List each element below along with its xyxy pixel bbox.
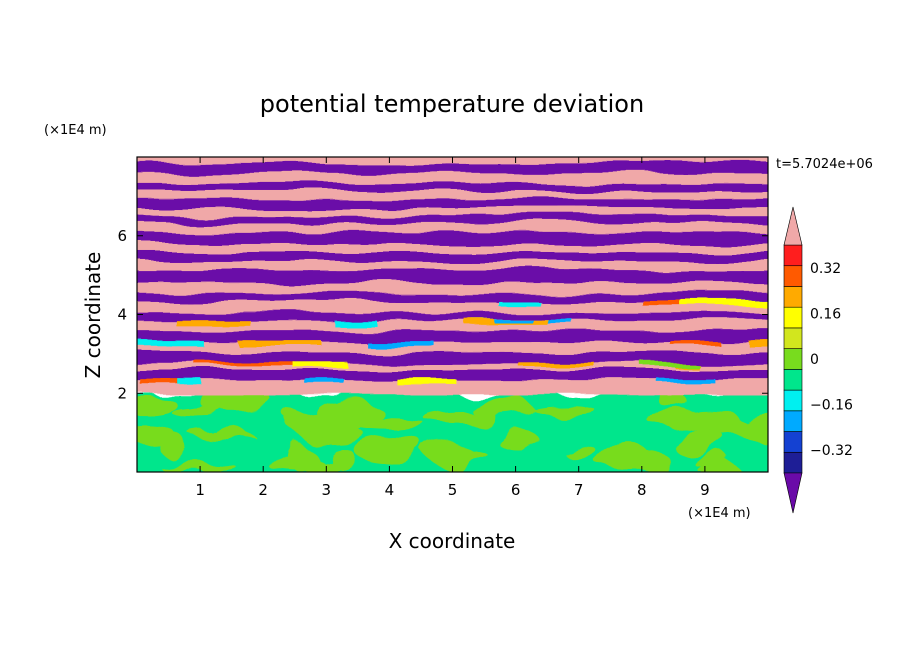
x-tick-label: 9 [700,481,710,499]
colorbar-swatch [783,306,803,329]
lower-layer-patch [200,392,275,414]
band-negative [137,231,768,243]
band-accent [195,361,295,366]
time-label: t=5.7024e+06 [776,157,873,172]
band-accent [333,319,377,326]
x-tick-label: 4 [385,481,395,499]
band-negative [137,199,768,209]
band-accent [178,379,203,385]
colorbar-swatch [783,286,803,308]
colorbar-swatch [783,431,803,453]
colorbar: 0.32 0.16 0 −0.16 −0.32 [783,206,853,514]
lower-layer-patch [672,408,739,430]
colorbar-tick-label: 0.32 [810,261,841,277]
y-tick-label: 2 [117,384,127,402]
colorbar-tick-label: −0.32 [810,443,853,459]
lower-layer-patch [293,414,363,435]
lower-layer-patch [467,397,532,418]
band-negative [137,312,768,321]
band-accent [641,361,697,367]
colorbar-swatch [783,327,803,349]
y-axis-label: Z coordinate [81,252,105,379]
plot-area [137,157,768,472]
colorbar-extend-min [783,472,803,514]
band-negative [137,215,768,224]
lower-layer-patch [659,394,688,409]
band-negative [137,162,768,174]
banded-layers [137,157,768,396]
colorbar-swatch [783,410,803,432]
band-accent [497,299,539,305]
band-accent [642,299,691,306]
band-accent [494,319,534,324]
band-accent [763,299,768,304]
band-accent [748,341,768,347]
lower-layer-patch [530,402,593,412]
x-axis: 1 2 3 4 5 6 7 8 9 [195,157,710,499]
band-accent [365,341,435,347]
band-negative [137,369,768,381]
lower-layer-patch [355,437,429,466]
colorbar-tick-label: 0 [810,352,819,368]
band-accent [680,299,768,306]
band-accent [517,361,595,366]
band-negative [137,184,768,192]
band-negative [137,331,768,343]
lower-layer-patch [670,429,728,456]
colorbar-swatch [783,265,803,287]
colorbar-swatch [783,369,803,391]
band-accent [658,379,716,384]
lower-layer-patch [429,446,477,469]
chart-title: potential temperature deviation [260,90,644,118]
x-tick-label: 3 [322,481,332,499]
band-accent [175,319,250,326]
band-negative [137,351,768,363]
x-tick-label: 6 [511,481,521,499]
x-tick-label: 8 [637,481,647,499]
x-unit-label: (×1E4 m) [688,506,751,521]
band-negative [137,251,768,262]
band-accent [140,379,182,385]
colorbar-tick-label: 0.16 [810,306,841,322]
colorbar-swatch [783,244,803,267]
lower-layer-patch [328,449,357,468]
colorbar-swatch [783,389,803,412]
lower-layer-patch [159,462,237,472]
band-accent [396,379,457,385]
band-accent [305,379,345,384]
lower-layer-patch [739,471,768,472]
lower-layer-patch [558,441,593,453]
band-negative [137,271,768,284]
colorbar-swatch [783,451,803,474]
band-accent [670,341,720,345]
colorbar-swatch [783,348,803,370]
lower-layer-patch [497,430,540,451]
colorbar-extend-max [783,206,803,246]
band-negative [137,292,768,301]
x-tick-label: 2 [258,481,268,499]
x-tick-label: 5 [448,481,458,499]
x-tick-label: 7 [574,481,584,499]
band-accent [237,341,322,346]
colorbar-tick-label: −0.16 [810,398,853,414]
y-tick-label: 4 [117,306,127,324]
lower-layer-patch [698,466,741,472]
band-accent [139,341,204,347]
y-tick-label: 6 [117,227,127,245]
lower-layer-patch [191,432,256,442]
x-tick-label: 1 [195,481,205,499]
y-axis: 2 4 6 [117,227,768,402]
band-accent [293,361,348,368]
lower-layer-patch [289,445,315,472]
y-unit-label: (×1E4 m) [44,123,107,138]
x-axis-label: X coordinate [389,529,516,553]
lower-layer-patch [137,427,178,445]
lower-layer-patch [137,395,178,416]
lower-layer-field [137,392,768,472]
lower-layer-patch [613,447,655,470]
